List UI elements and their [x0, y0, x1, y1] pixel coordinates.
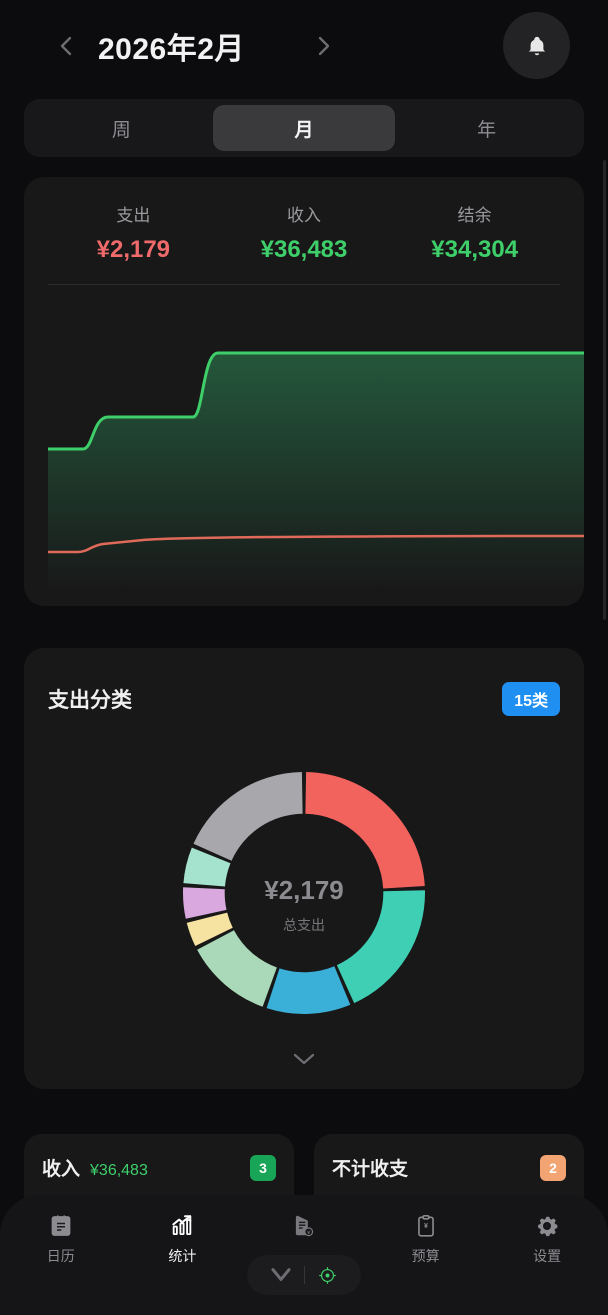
- svg-text:¥: ¥: [424, 1223, 428, 1230]
- svg-text:¥: ¥: [307, 1230, 310, 1236]
